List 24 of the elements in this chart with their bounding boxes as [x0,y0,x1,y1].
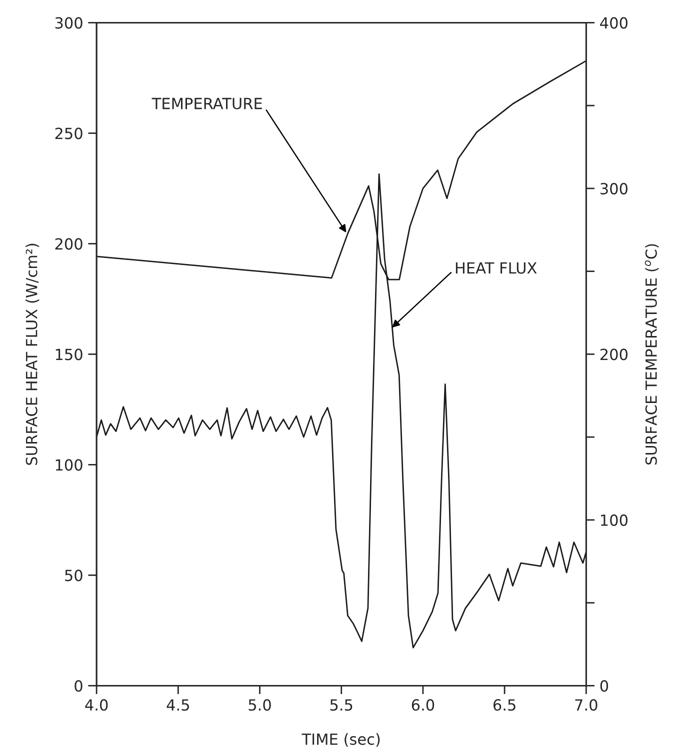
y-tick-label: 200 [55,238,82,250]
y2-axis-title: SURFACE TEMPERATURE ($^{o}$C) [644,244,659,465]
x-tick-label: 6.5 [493,699,516,711]
x-tick-label: 6.0 [412,699,434,711]
annotation: TEMPERATURE [152,98,262,110]
x-axis-title: TIME (sec) [302,733,380,747]
y2-tick-label: 400 [600,17,628,29]
y-axis-title: SURFACE HEAT FLUX (W/cm²) [26,244,40,465]
y2-tick-label: 200 [600,348,628,360]
x-tick-label: 7.0 [575,699,598,711]
y2-tick-label: 0 [600,680,608,692]
y-tick-label: 300 [55,17,82,29]
x-tick-label: 5.0 [248,699,271,711]
y2-tick-label: 300 [600,182,628,194]
x-tick-label: 4.5 [166,699,189,711]
y2-tick-label: 100 [601,514,628,526]
y-tick-label: 100 [56,459,82,471]
y-tick-label: 150 [56,348,82,360]
y-tick-label: 0 [74,680,82,692]
x-tick-label: 4.0 [85,699,108,711]
annotation: HEAT FLUX [456,262,537,274]
y-tick-label: 250 [55,128,82,140]
y-tick-label: 50 [65,570,82,582]
x-tick-label: 5.5 [330,699,352,711]
